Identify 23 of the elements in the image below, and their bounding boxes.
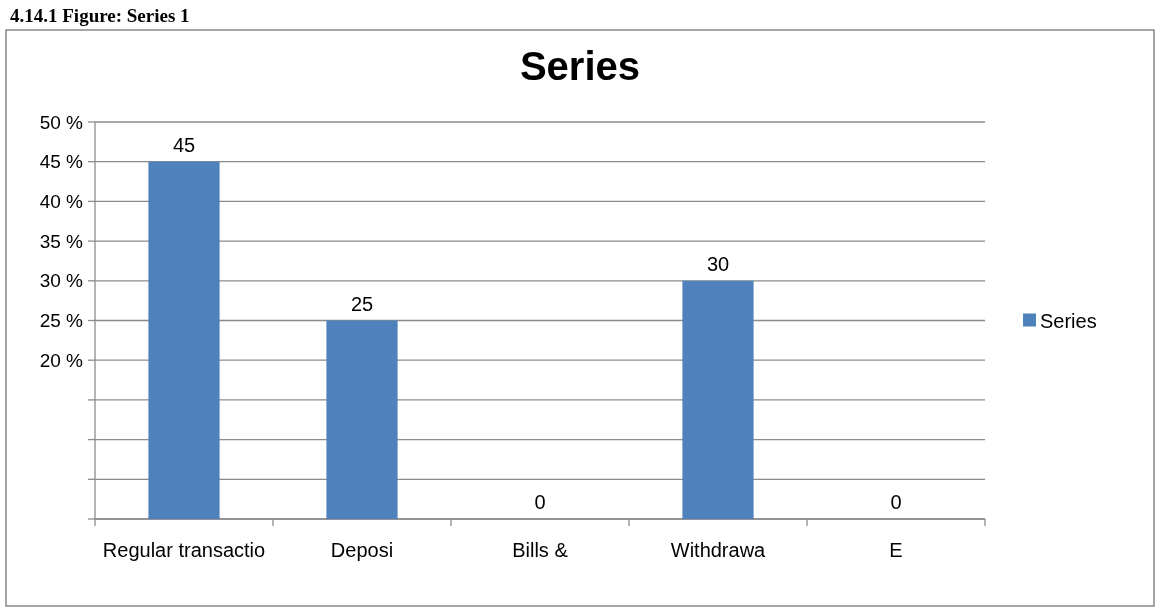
x-tick-label: Bills & bbox=[512, 539, 569, 561]
x-tick-label: E bbox=[889, 539, 903, 561]
bar bbox=[148, 161, 220, 519]
x-tick-label: Deposi bbox=[330, 539, 394, 561]
y-tick-label: 35 % bbox=[39, 230, 84, 252]
y-tick-label: 20 % bbox=[39, 349, 84, 371]
data-label: 25 bbox=[350, 292, 374, 315]
y-tick-label: 30 % bbox=[39, 270, 84, 292]
text: 4.14.1 Figure: Series 1 bbox=[10, 5, 190, 26]
data-label: 30 bbox=[706, 252, 730, 275]
data-label: 0 bbox=[890, 491, 902, 513]
x-tick-label: Withdrawa bbox=[670, 539, 767, 561]
y-tick-label: 25 % bbox=[39, 310, 84, 332]
legend-label: Series bbox=[1040, 309, 1097, 332]
bar bbox=[682, 280, 754, 519]
bar bbox=[326, 320, 398, 519]
data-label: 45 bbox=[172, 133, 196, 156]
x-tick-label: Regular transactio bbox=[102, 539, 266, 561]
chart-title: Series bbox=[519, 44, 641, 88]
y-tick-label: 40 % bbox=[39, 191, 84, 213]
y-tick-label: 45 % bbox=[39, 151, 84, 173]
data-label: 0 bbox=[534, 491, 546, 513]
y-tick-label: 50 % bbox=[39, 111, 84, 133]
